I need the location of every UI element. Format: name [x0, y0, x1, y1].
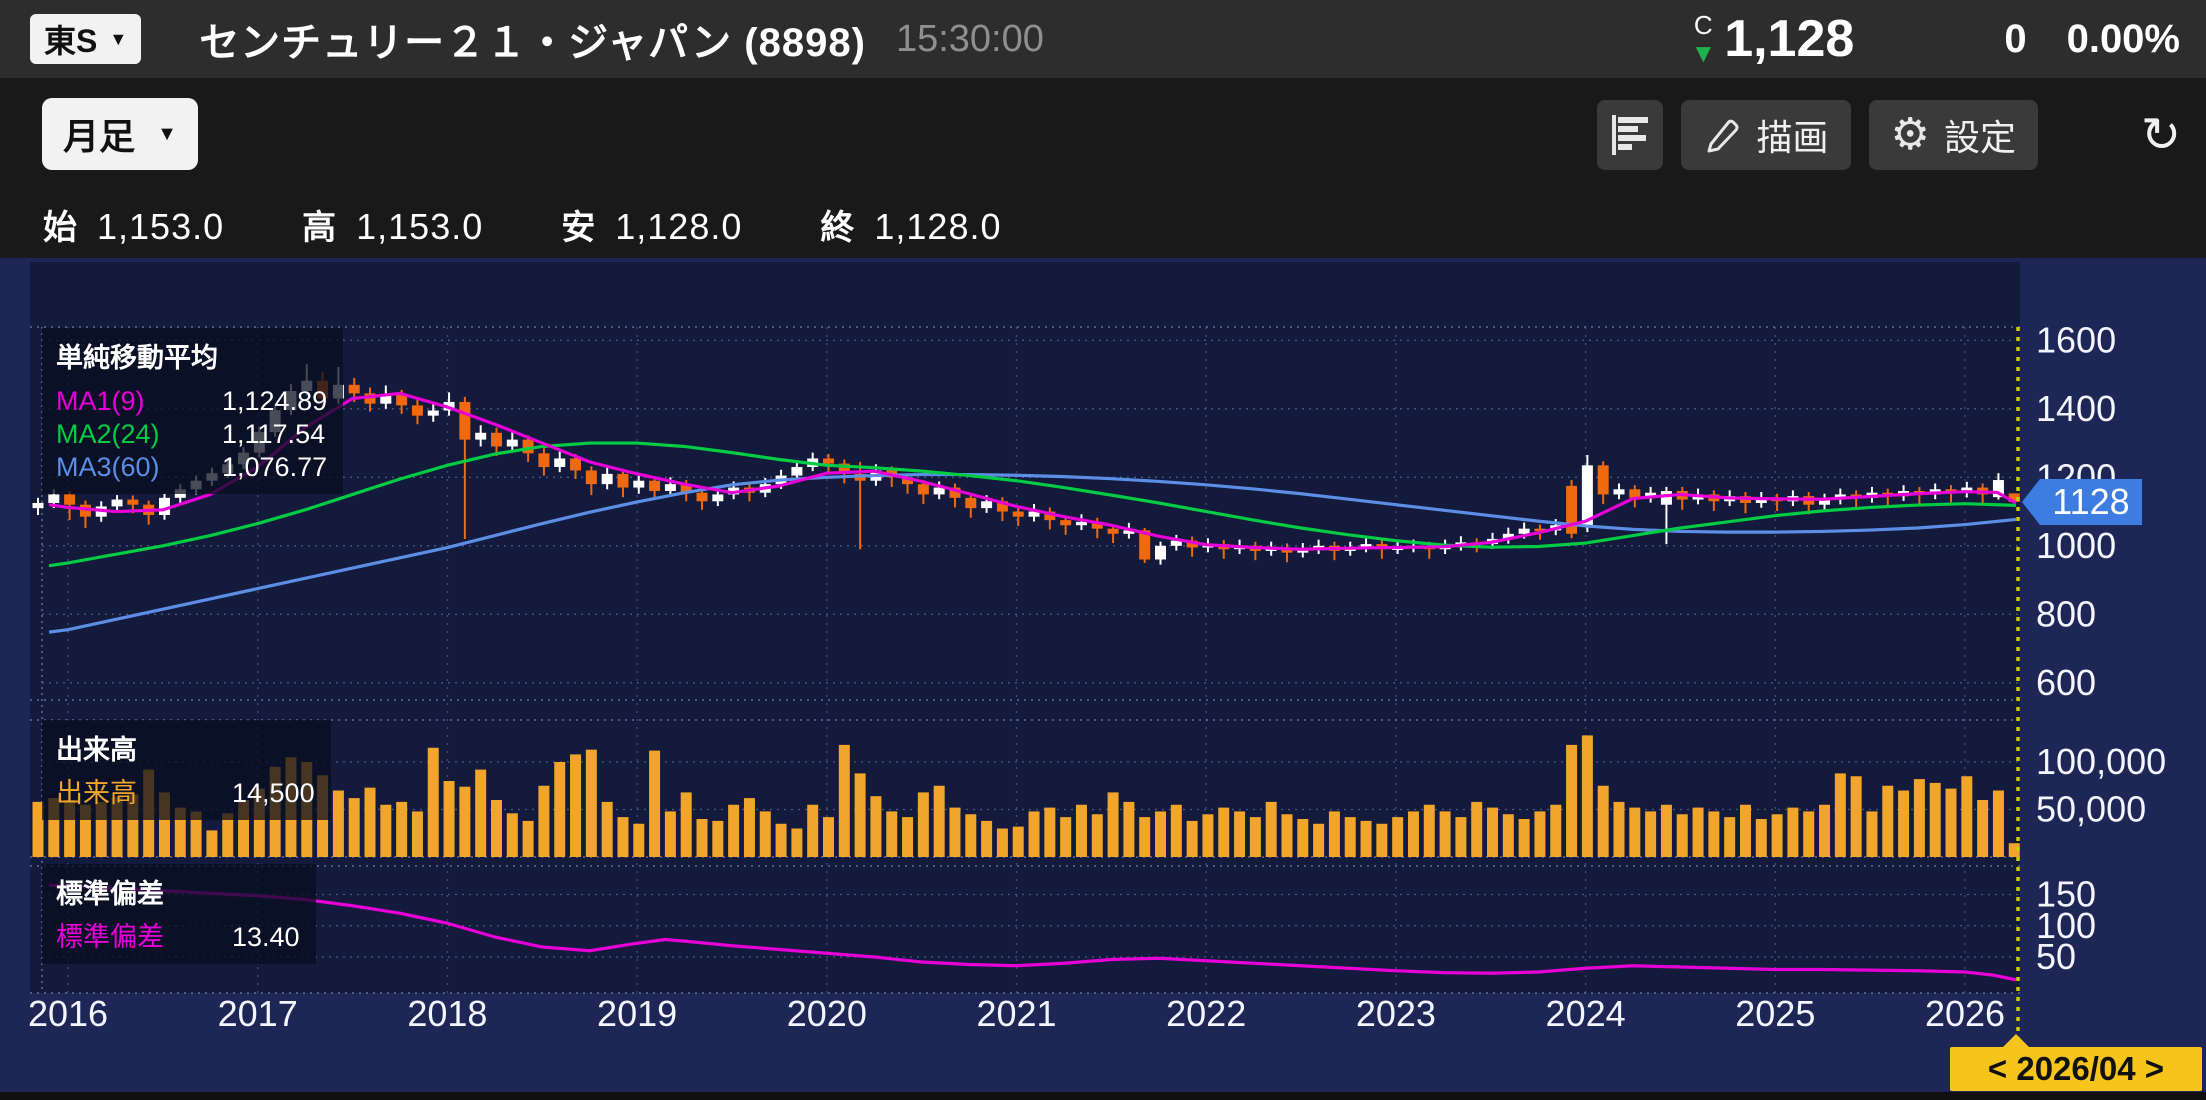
close-label: 終: [820, 208, 855, 247]
ma-legend: 単純移動平均 MA1(9) 1,124.89 MA2(24) 1,117.54 …: [42, 328, 344, 494]
current-price: 1,128: [1724, 10, 1855, 68]
svg-text:50,000: 50,000: [2036, 789, 2146, 830]
svg-text:2016: 2016: [28, 993, 108, 1034]
footer-strip: [0, 1092, 2206, 1100]
bars-list-icon: [1611, 115, 1648, 155]
close-marker: C ▼: [1690, 12, 1716, 66]
date-nav-label: < 2026/04 >: [1987, 1050, 2165, 1087]
svg-text:2019: 2019: [597, 993, 677, 1034]
current-price-group: C ▼ 1,128: [1690, 9, 1854, 69]
close-value: 1,128.0: [874, 205, 1002, 247]
svg-text:2022: 2022: [1166, 993, 1246, 1034]
svg-text:2023: 2023: [1356, 993, 1436, 1034]
svg-text:600: 600: [2036, 662, 2096, 703]
current-price-tag: 1128: [2022, 478, 2142, 525]
ma-legend-title: 単純移動平均: [56, 343, 218, 373]
ma3-value: 1,076.77: [222, 451, 328, 482]
svg-text:50: 50: [2036, 936, 2076, 977]
high-group: 高 1,153.0: [302, 200, 483, 249]
ma2-label: MA2(24): [56, 418, 160, 449]
stock-title: センチュリー２１・ジャパン (8898): [199, 21, 866, 65]
indicator-list-button[interactable]: [1596, 100, 1663, 170]
svg-text:2025: 2025: [1735, 993, 1815, 1034]
stddev-value: 13.40: [232, 922, 300, 952]
stddev-line: [48, 883, 2017, 982]
open-value: 1,153.0: [97, 205, 225, 247]
low-group: 安 1,128.0: [561, 200, 742, 249]
svg-text:2018: 2018: [407, 993, 487, 1034]
high-value: 1,153.0: [356, 205, 484, 247]
chart-area: 1600 1400 1200 1000 800 600 100,000 50,000 150 10…: [0, 258, 2206, 1100]
volume-legend: 出来高 出来高 14,500: [42, 720, 331, 820]
draw-button[interactable]: 描画: [1680, 100, 1851, 170]
timeframe-dropdown[interactable]: 月足 ▼: [42, 98, 198, 170]
toolbar-right-group: 描画 ⚙ 設定 ↻: [1596, 100, 2196, 170]
high-label: 高: [302, 208, 337, 247]
chart-canvas[interactable]: 1600140012001000800600100,00050,00015010…: [0, 258, 2206, 1100]
ma2-value: 1,117.54: [222, 418, 326, 449]
price-down-triangle-icon: ▼: [1690, 38, 1717, 68]
exchange-label: 東S: [44, 23, 98, 59]
ma2-line: [48, 441, 2017, 568]
gear-icon: ⚙: [1890, 110, 1930, 159]
chevron-down-icon: ▼: [109, 28, 128, 49]
ma1-line: [48, 391, 2017, 551]
open-group: 始 1,153.0: [43, 200, 224, 249]
low-value: 1,128.0: [615, 205, 743, 247]
volume-legend-title: 出来高: [56, 735, 137, 765]
svg-text:100,000: 100,000: [2036, 741, 2166, 782]
svg-text:100: 100: [2036, 905, 2096, 946]
volume-series-label: 出来高: [56, 778, 137, 808]
refresh-button[interactable]: ↻: [2126, 100, 2196, 170]
close-marker-label: C: [1693, 10, 1713, 40]
ma3-line: [48, 472, 2017, 634]
timeframe-label: 月足: [63, 116, 136, 157]
quote-time: 15:30:00: [895, 17, 1044, 60]
draw-button-label: 描画: [1756, 117, 1829, 158]
close-group: 終 1,128.0: [820, 200, 1001, 249]
plot-background: [30, 262, 2020, 993]
ohlc-row: 始 1,153.0 高 1,153.0 安 1,128.0 終 1,128.0: [0, 190, 2206, 258]
svg-text:2017: 2017: [218, 993, 298, 1034]
stddev-legend: 標準偏差 標準偏差 13.40: [42, 864, 316, 964]
price-change: 0: [2004, 16, 2027, 61]
ma1-label: MA1(9): [56, 386, 145, 416]
svg-text:2026: 2026: [1925, 993, 2005, 1034]
svg-text:150: 150: [2036, 874, 2096, 915]
svg-text:2020: 2020: [787, 993, 867, 1034]
panel-separators: [30, 326, 2020, 994]
ma1-value: 1,124.89: [222, 386, 328, 416]
svg-text:2024: 2024: [1546, 993, 1626, 1034]
header-bar: 東S ▼ センチュリー２１・ジャパン (8898) 15:30:00 C ▼ 1…: [0, 0, 2206, 78]
svg-text:1600: 1600: [2036, 319, 2116, 360]
svg-text:2021: 2021: [976, 993, 1056, 1034]
svg-text:800: 800: [2036, 593, 2096, 634]
stddev-legend-title: 標準偏差: [56, 879, 164, 909]
refresh-icon: ↻: [2140, 109, 2182, 162]
low-label: 安: [561, 208, 596, 247]
date-nav-button[interactable]: < 2026/04 >: [1950, 1034, 2202, 1091]
stddev-series-label: 標準偏差: [56, 922, 164, 952]
chevron-down-icon: ▼: [157, 122, 177, 145]
pencil-icon: [1707, 119, 1739, 153]
svg-text:1400: 1400: [2036, 388, 2116, 429]
ma3-label: MA3(60): [56, 451, 160, 482]
year-labels: 2016 2017 2018 2019 2020 2021 2022 2023 2024 2025…: [28, 993, 2005, 1034]
chart-toolbar: 月足 ▼ 描画 ⚙ 設定: [0, 78, 2206, 190]
svg-text:1128: 1128: [2052, 481, 2129, 522]
svg-text:1000: 1000: [2036, 525, 2116, 566]
volume-value: 14,500: [232, 778, 315, 808]
exchange-dropdown[interactable]: 東S ▼: [30, 14, 142, 64]
settings-button-label: 設定: [1943, 117, 2016, 158]
settings-button[interactable]: ⚙ 設定: [1868, 100, 2038, 170]
price-change-group: 0 0.00%: [2004, 17, 2180, 62]
open-label: 始: [43, 208, 77, 247]
price-change-percent: 0.00%: [2066, 16, 2180, 61]
